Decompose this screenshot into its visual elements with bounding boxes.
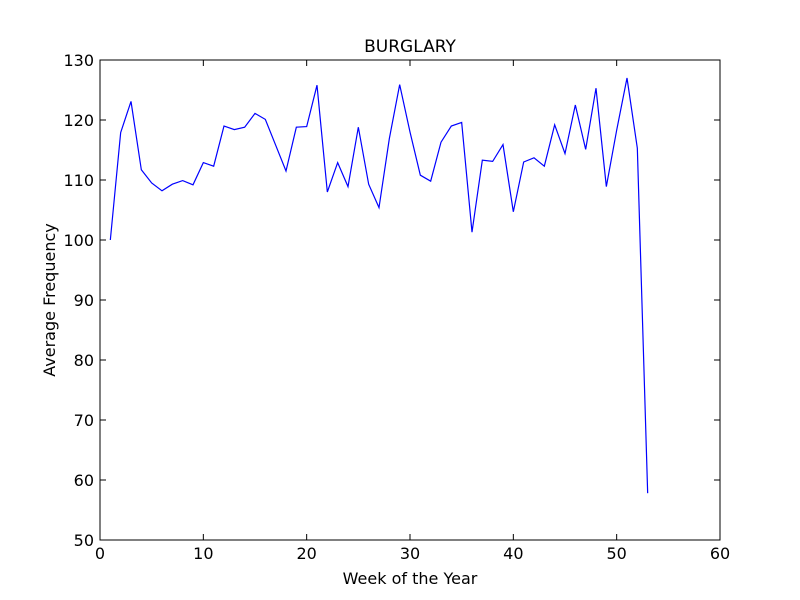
y-tick-label: 120 — [63, 111, 94, 130]
y-tick-label: 90 — [74, 291, 94, 310]
x-tick-label: 60 — [710, 544, 730, 563]
y-tick-label: 70 — [74, 411, 94, 430]
y-tick-label: 100 — [63, 231, 94, 250]
axes: 0 10 20 30 40 50 60 50 60 70 80 90 100 110 120 130 — [63, 51, 730, 563]
y-tick-label: 50 — [74, 531, 94, 550]
y-tick-label: 130 — [63, 51, 94, 70]
chart-title: BURGLARY — [364, 37, 456, 57]
y-tick-label: 110 — [63, 171, 94, 190]
x-tick-label: 0 — [95, 544, 105, 563]
y-tick-label: 80 — [74, 351, 94, 370]
series-layer — [109, 77, 649, 494]
x-axis-label: Week of the Year — [343, 569, 478, 588]
plot-frame — [99, 59, 721, 541]
series-line — [109, 77, 649, 494]
y-tick-label: 60 — [74, 471, 94, 490]
y-axis-label: Average Frequency — [40, 223, 59, 376]
x-tick-label: 50 — [606, 544, 626, 563]
x-tick-label: 10 — [193, 544, 213, 563]
x-tick-label: 20 — [296, 544, 316, 563]
x-tick-label: 40 — [503, 544, 523, 563]
x-tick-label: 30 — [400, 544, 420, 563]
